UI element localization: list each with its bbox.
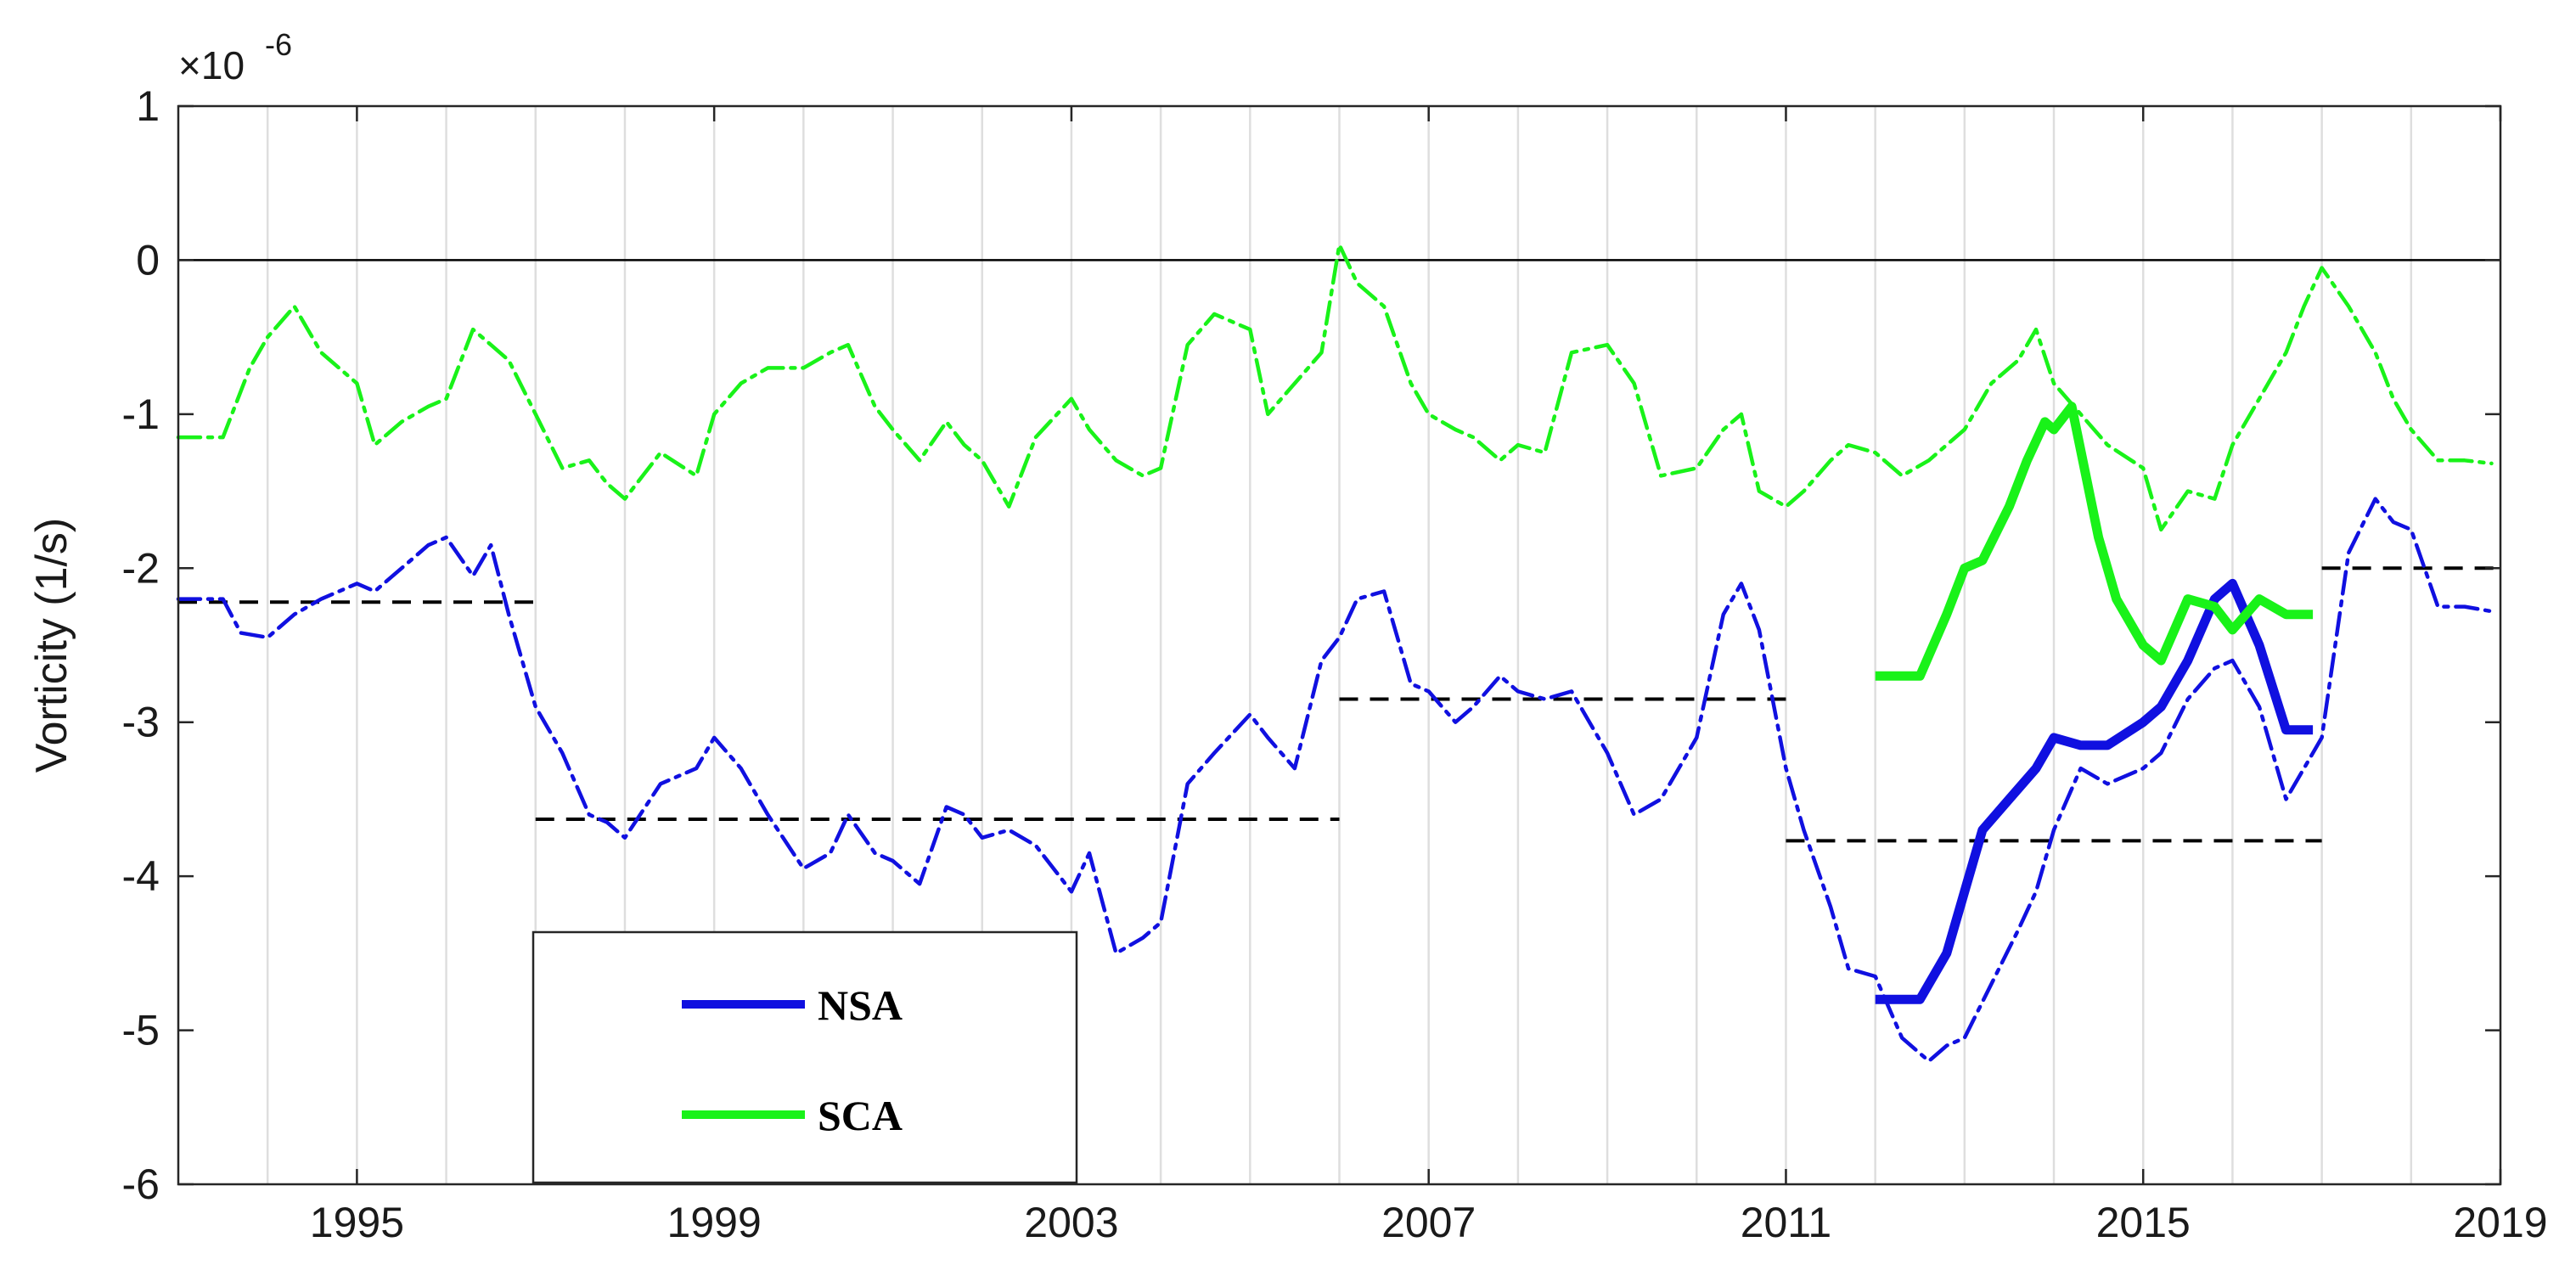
y-axis-label: Vorticity (1/s) — [27, 518, 76, 773]
grid-layer — [178, 106, 2500, 1184]
x-tick-label: 2019 — [2453, 1199, 2547, 1246]
y-tick-label: -3 — [122, 699, 160, 746]
series-layer — [176, 243, 2494, 1064]
multiplier-exponent: -6 — [265, 27, 292, 62]
x-tick-label: 2003 — [1024, 1199, 1118, 1246]
y-tick-label: 1 — [136, 82, 160, 130]
y-tick-label: -5 — [122, 1007, 160, 1054]
series-nsa-solid — [1875, 578, 2314, 1004]
x-tick-label: 2011 — [1741, 1199, 1832, 1246]
series-nsa-dashdot — [176, 497, 2494, 1064]
legend: NSA SCA — [532, 930, 1078, 1184]
legend-label-nsa: NSA — [818, 981, 903, 1029]
y-tick-label: -6 — [122, 1161, 160, 1208]
y-tick-label: -1 — [122, 391, 160, 438]
x-tick-label: 1999 — [667, 1199, 762, 1246]
legend-label-sca: SCA — [818, 1092, 903, 1139]
tick-layer: 1995 1999 2003 2007 2011 2015 2019 -6 -5 -4 -3 -2 -1… — [122, 82, 2548, 1246]
multiplier-base: ×10 — [178, 43, 245, 87]
y-tick-label: -2 — [122, 544, 160, 592]
y-tick-label: -4 — [122, 852, 160, 900]
series-sca-dashdot — [176, 243, 2494, 532]
mean-lines-layer — [178, 566, 2500, 843]
plot-frame — [177, 104, 2502, 1186]
legend-box — [532, 930, 1078, 1184]
series-sca-solid — [1875, 402, 2314, 681]
y-axis-multiplier: ×10 -6 — [178, 27, 292, 87]
x-tick-label: 2007 — [1381, 1199, 1476, 1246]
y-tick-label: 0 — [136, 236, 160, 284]
x-tick-label: 1995 — [310, 1199, 404, 1246]
x-tick-label: 2015 — [2096, 1199, 2191, 1246]
